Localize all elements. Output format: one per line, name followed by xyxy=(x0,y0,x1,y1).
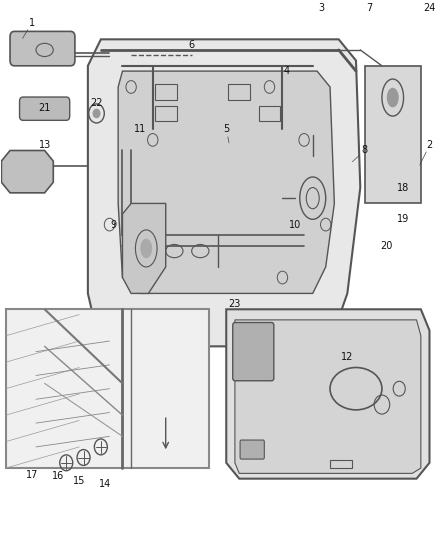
Text: 2: 2 xyxy=(426,140,433,150)
Text: 10: 10 xyxy=(290,220,302,230)
Text: 22: 22 xyxy=(90,98,103,108)
Bar xyxy=(373,124,408,150)
Polygon shape xyxy=(1,150,53,193)
Text: 23: 23 xyxy=(229,299,241,309)
Text: 11: 11 xyxy=(134,124,146,134)
Bar xyxy=(330,460,352,468)
Text: 24: 24 xyxy=(423,3,436,13)
Bar xyxy=(155,106,177,122)
FancyBboxPatch shape xyxy=(6,309,209,468)
Text: 20: 20 xyxy=(380,241,392,251)
Bar xyxy=(241,326,263,336)
Text: 1: 1 xyxy=(28,19,35,28)
FancyBboxPatch shape xyxy=(233,322,274,381)
Text: 8: 8 xyxy=(361,146,367,156)
Polygon shape xyxy=(123,204,166,293)
Polygon shape xyxy=(226,309,430,479)
Text: 6: 6 xyxy=(189,39,195,50)
FancyBboxPatch shape xyxy=(10,31,75,66)
Bar xyxy=(259,106,280,122)
Text: 14: 14 xyxy=(99,479,111,489)
Text: 3: 3 xyxy=(318,3,325,13)
Text: 7: 7 xyxy=(366,3,372,13)
Bar xyxy=(228,84,250,100)
Text: 13: 13 xyxy=(39,140,51,150)
Text: 4: 4 xyxy=(284,66,290,76)
Text: 9: 9 xyxy=(111,220,117,230)
Polygon shape xyxy=(364,66,421,204)
Text: 19: 19 xyxy=(397,214,410,224)
Bar xyxy=(155,84,177,100)
Bar xyxy=(382,166,399,188)
Text: 15: 15 xyxy=(73,477,85,486)
Text: 21: 21 xyxy=(39,103,51,113)
Text: 18: 18 xyxy=(397,182,410,192)
Text: 17: 17 xyxy=(25,470,38,480)
Polygon shape xyxy=(88,39,360,346)
Text: 5: 5 xyxy=(223,124,230,134)
Circle shape xyxy=(93,109,100,118)
Ellipse shape xyxy=(141,239,152,257)
Polygon shape xyxy=(235,320,421,473)
Text: 12: 12 xyxy=(341,352,353,362)
FancyBboxPatch shape xyxy=(240,440,264,459)
Text: 16: 16 xyxy=(52,471,64,481)
Bar xyxy=(241,364,263,373)
Ellipse shape xyxy=(387,88,398,107)
Polygon shape xyxy=(118,71,334,293)
FancyBboxPatch shape xyxy=(20,97,70,120)
Bar xyxy=(241,348,263,357)
